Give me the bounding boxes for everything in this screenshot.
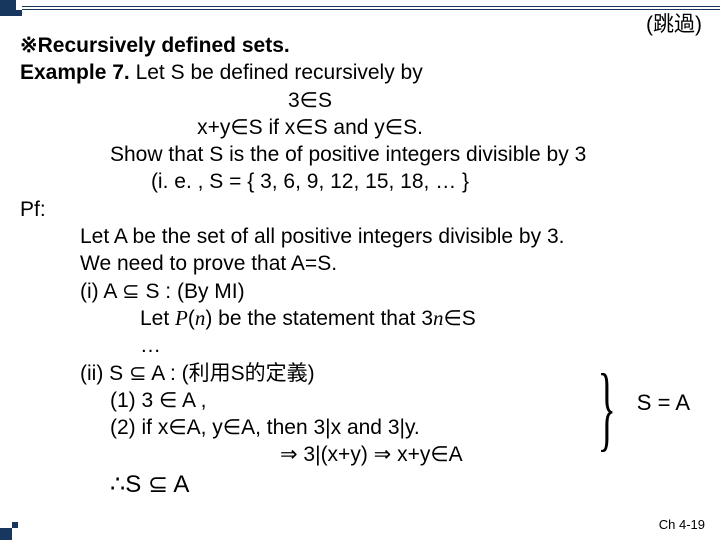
example-text: Let S be defined recursively by	[130, 61, 423, 84]
corner-decoration	[0, 0, 50, 15]
need-prove-line: We need to prove that A=S.	[20, 250, 700, 277]
bottom-square-small	[12, 522, 18, 528]
let-pn-3n: 3n	[421, 307, 443, 330]
ie-line: (i. e. , S = { 3, 6, 9, 12, 15, 18, … }	[0, 168, 700, 195]
bottom-square-large	[0, 528, 12, 540]
let-pn-mid: ) be the statement that	[205, 307, 421, 330]
section-title: ※Recursively defined sets.	[20, 32, 700, 59]
let-a-line: Let A be the set of all positive integer…	[20, 223, 700, 250]
def-3s: 3∈S	[0, 87, 700, 114]
example-line: Example 7. Let S be defined recursively …	[20, 59, 700, 86]
let-pn-end: ∈S	[444, 307, 476, 330]
show-line: Show that S is the of positive integers …	[20, 141, 700, 168]
square-large	[0, 0, 16, 16]
header-line-2	[22, 9, 720, 10]
let-pn-p: P	[175, 306, 188, 330]
slide-footer: Ch 4-19	[659, 517, 705, 532]
proof-label: Pf:	[20, 196, 700, 223]
square-small	[16, 10, 22, 16]
def-xys: x+y∈S if x∈S and y∈S.	[0, 114, 700, 141]
part-i-line: (i) A ⊆ S : (By MI)	[20, 278, 700, 305]
example-label: Example 7.	[20, 61, 130, 84]
equals-annotation: S = A	[637, 390, 690, 416]
let-pn-pre: Let	[140, 307, 175, 330]
let-pn-n: n	[195, 306, 206, 330]
header-line-1	[22, 6, 720, 7]
therefore-symbol: ∴S ⊆ A	[110, 471, 189, 498]
let-pn-line: Let P(n) be the statement that 3n∈S	[20, 305, 700, 332]
curly-brace: }	[598, 360, 616, 455]
therefore-line: ∴S ⊆ A	[20, 469, 700, 500]
let-pn-paren: (	[188, 307, 195, 330]
